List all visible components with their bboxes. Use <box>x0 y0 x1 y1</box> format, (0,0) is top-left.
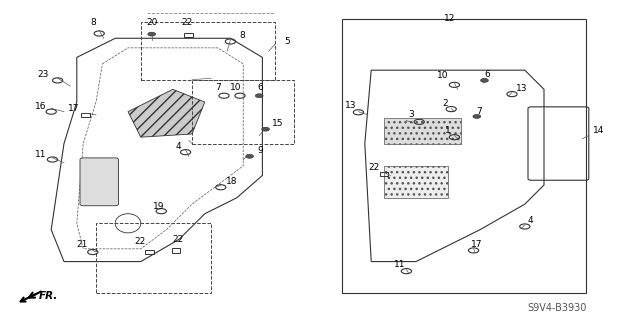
Text: 8: 8 <box>90 18 95 27</box>
Text: 22: 22 <box>134 237 145 246</box>
Text: 9: 9 <box>257 146 262 155</box>
Text: 6: 6 <box>257 83 262 92</box>
Text: 11: 11 <box>394 260 405 269</box>
Text: 5: 5 <box>284 37 289 46</box>
Text: 23: 23 <box>38 70 49 78</box>
Text: 4: 4 <box>175 142 180 151</box>
Text: 4: 4 <box>527 216 532 225</box>
Text: 22: 22 <box>369 163 380 172</box>
Text: 22: 22 <box>172 235 184 244</box>
FancyBboxPatch shape <box>384 166 448 198</box>
Text: S9V4-B3930: S9V4-B3930 <box>527 303 586 313</box>
Text: 17: 17 <box>471 241 483 249</box>
Text: 20: 20 <box>146 18 157 27</box>
Text: 19: 19 <box>153 202 164 211</box>
Text: 3: 3 <box>408 110 413 119</box>
Circle shape <box>255 94 263 98</box>
Text: 13: 13 <box>516 84 527 93</box>
Circle shape <box>148 32 156 36</box>
Text: 12: 12 <box>444 14 456 23</box>
Text: 10: 10 <box>230 83 241 92</box>
Text: 6: 6 <box>485 70 490 79</box>
Circle shape <box>262 127 269 131</box>
Text: 13: 13 <box>345 101 356 110</box>
Text: 2: 2 <box>443 99 448 108</box>
FancyBboxPatch shape <box>80 158 118 206</box>
FancyBboxPatch shape <box>384 118 461 144</box>
Text: 7: 7 <box>476 107 481 115</box>
Polygon shape <box>128 89 205 137</box>
Text: 10: 10 <box>437 71 449 80</box>
Text: FR.: FR. <box>38 291 58 301</box>
Text: 1: 1 <box>445 126 451 135</box>
Text: 21: 21 <box>76 241 88 249</box>
Text: 8: 8 <box>239 31 244 40</box>
Text: 15: 15 <box>272 119 284 128</box>
Text: 18: 18 <box>226 177 237 186</box>
Circle shape <box>473 115 481 118</box>
Text: 7: 7 <box>215 83 220 92</box>
Text: 22: 22 <box>181 19 193 27</box>
Text: 16: 16 <box>35 102 46 111</box>
Text: 17: 17 <box>68 104 79 113</box>
Text: 11: 11 <box>35 150 46 159</box>
Circle shape <box>481 78 488 82</box>
Text: 14: 14 <box>593 126 605 135</box>
Circle shape <box>246 154 253 158</box>
